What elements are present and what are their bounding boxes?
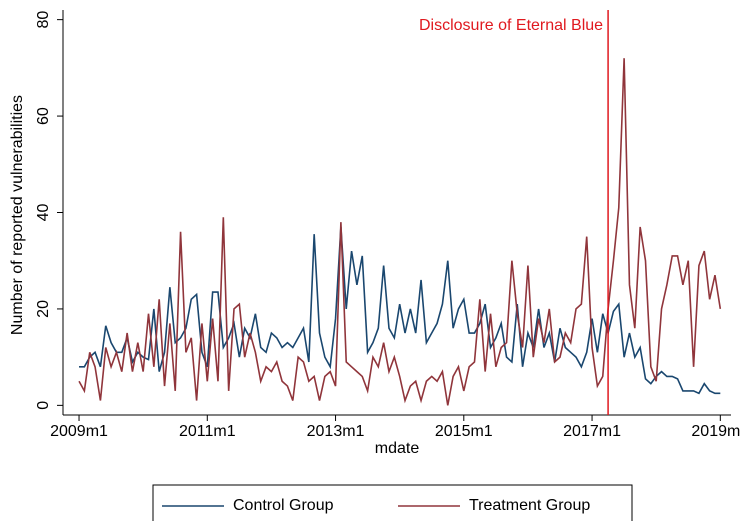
x-tick-label: 2011m1: [179, 423, 236, 440]
legend-label: Treatment Group: [469, 497, 590, 514]
x-tick-label: 2019m1: [691, 423, 740, 440]
legend-label: Control Group: [233, 497, 334, 514]
series-line: [78, 58, 722, 406]
x-tick-label: 2009m1: [50, 423, 108, 440]
y-tick-label: 20: [35, 300, 52, 318]
legend-box: [152, 484, 633, 521]
series-line: [79, 226, 721, 395]
y-axis-label: Number of reported vulnerabilities: [9, 95, 26, 335]
x-tick-label: 2015m1: [435, 423, 493, 440]
x-axis-label: mdate: [375, 440, 420, 457]
x-tick-label: 2017m1: [563, 423, 621, 440]
y-tick-label: 80: [35, 11, 52, 29]
annotation-text: Disclosure of Eternal Blue: [419, 17, 603, 34]
y-tick-label: 0: [35, 401, 52, 410]
y-tick-label: 60: [35, 107, 52, 125]
x-tick-label: 2013m1: [307, 423, 365, 440]
y-tick-label: 40: [35, 204, 52, 222]
